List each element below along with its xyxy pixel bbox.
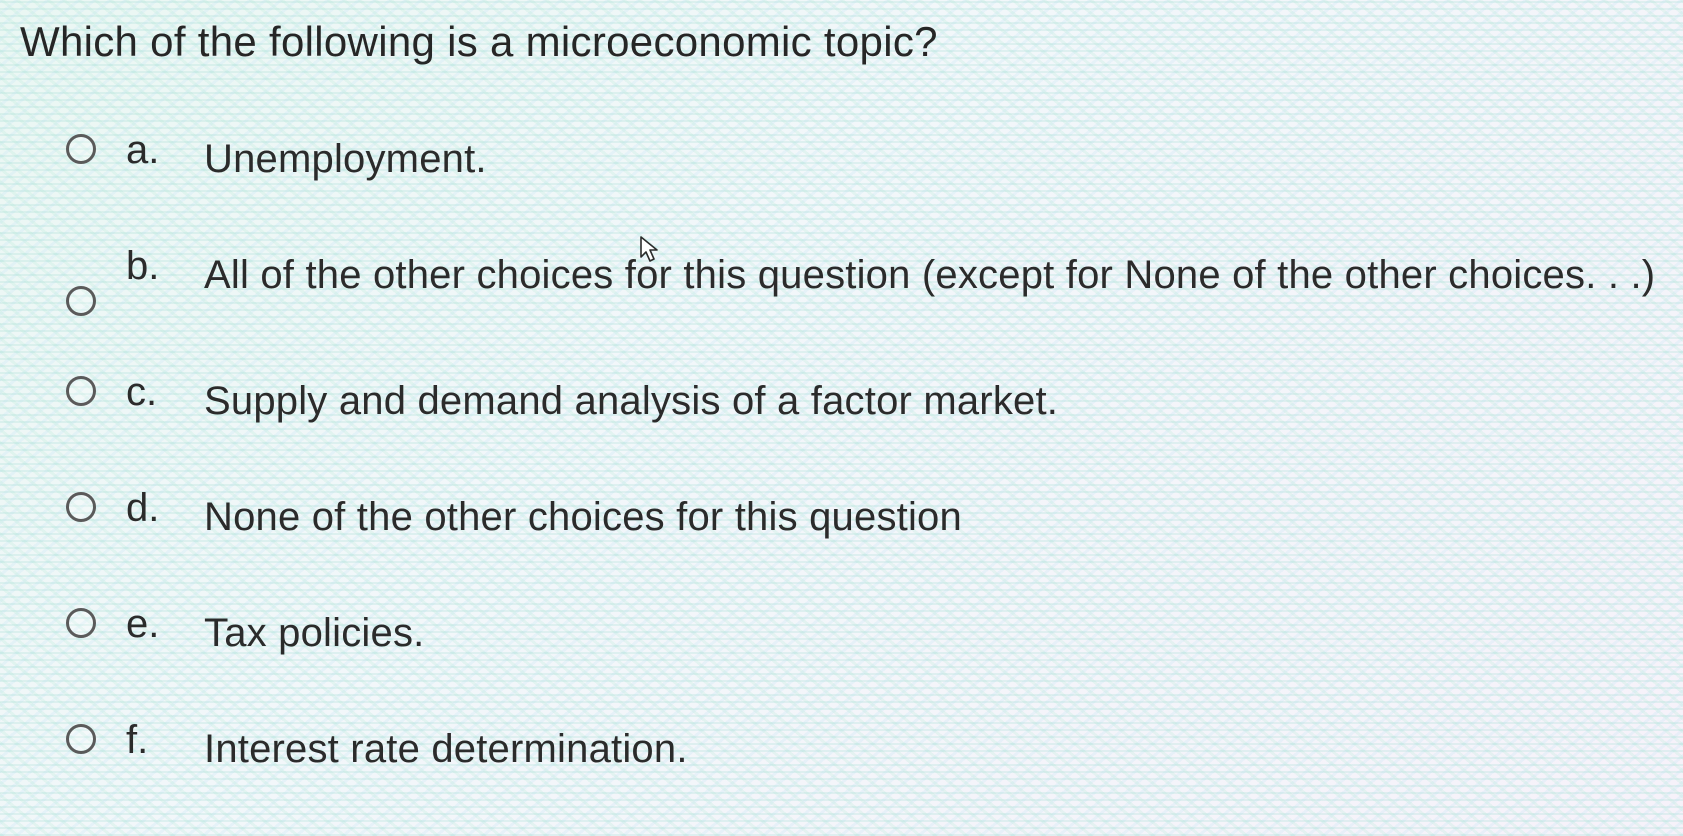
radio-e[interactable] [66,608,96,638]
option-c[interactable]: c. Supply and demand analysis of a facto… [66,370,1663,432]
option-e[interactable]: e. Tax policies. [66,602,1663,664]
radio-c[interactable] [66,376,96,406]
radio-d[interactable] [66,492,96,522]
option-letter: d. [126,486,174,531]
radio-b[interactable] [66,286,96,316]
option-b[interactable]: b. All of the other choices for this que… [66,244,1663,316]
option-text: Tax policies. [204,602,424,664]
option-letter: c. [126,370,174,415]
radio-a[interactable] [66,134,96,164]
option-letter: b. [126,244,174,289]
radio-f[interactable] [66,724,96,754]
option-a[interactable]: a. Unemployment. [66,128,1663,190]
option-text: None of the other choices for this quest… [204,486,962,548]
option-text: Unemployment. [204,128,487,190]
option-letter: a. [126,128,174,173]
question-stem: Which of the following is a microeconomi… [20,18,1663,66]
option-text: All of the other choices for this questi… [204,244,1655,306]
option-d[interactable]: d. None of the other choices for this qu… [66,486,1663,548]
option-text: Interest rate determination. [204,718,688,780]
options-list: a. Unemployment. b. All of the other cho… [20,128,1663,780]
option-letter: e. [126,602,174,647]
option-f[interactable]: f. Interest rate determination. [66,718,1663,780]
option-letter: f. [126,718,174,763]
option-text: Supply and demand analysis of a factor m… [204,370,1058,432]
